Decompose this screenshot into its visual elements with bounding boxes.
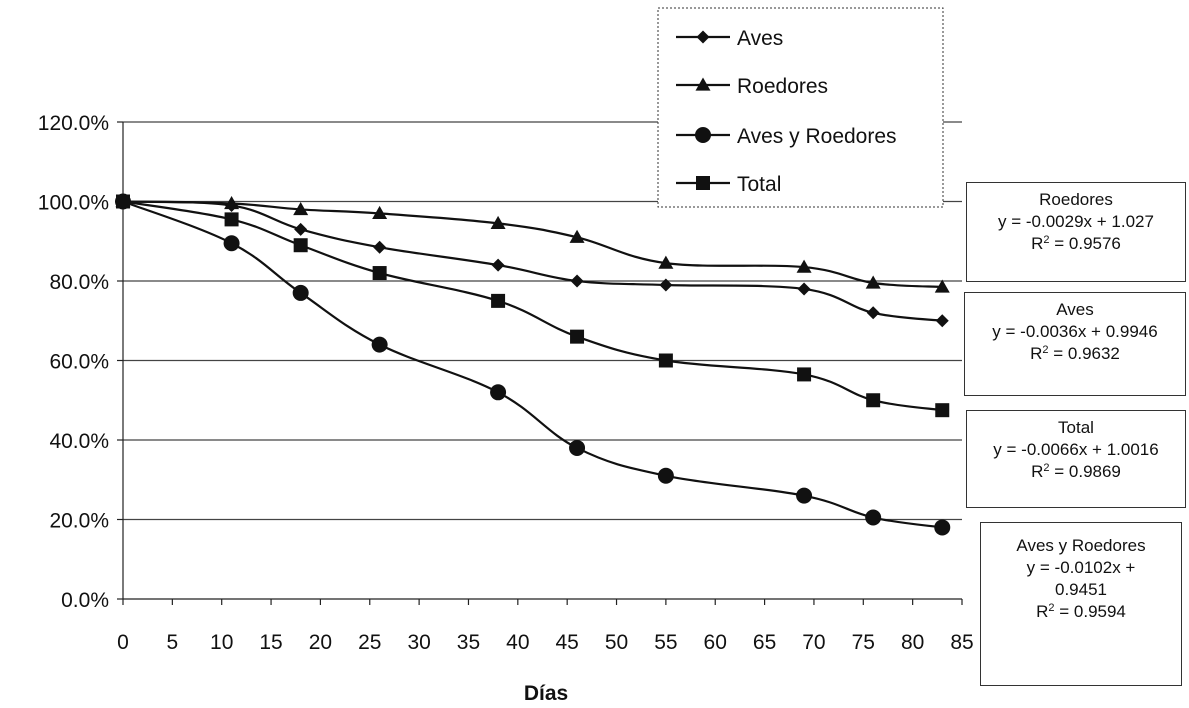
point-roedores [934,279,950,293]
y-tick-label: 40.0% [49,430,109,453]
series-markers [115,193,951,536]
point-roedores [658,255,674,269]
point-aves [797,282,811,296]
point-aves [373,240,387,254]
point-aves [866,306,880,320]
trendline-r2: R2 = 0.9576 [1031,234,1121,253]
trendline-title: Aves y Roedores [1016,536,1146,555]
trendline-r2: R2 = 0.9632 [1030,344,1120,363]
series-line-total [122,200,943,412]
trendline-equation-cont: 0.9451 [1055,580,1107,599]
trendline-equation: y = -0.0036x + 0.9946 [992,322,1158,341]
trendline-box-roedores: Roedores y = -0.0029x + 1.027 R2 = 0.957… [966,182,1186,282]
trendline-equation: y = -0.0029x + 1.027 [998,212,1154,231]
point-aves-y-roedores [934,519,951,536]
y-tick-label: 20.0% [49,510,109,533]
trendline-r2: R2 = 0.9869 [1031,462,1121,481]
legend-label-total: Total [737,173,781,196]
point-total [570,329,585,344]
point-aves [570,274,584,288]
y-tick-label: 100.0% [38,192,109,215]
point-total [293,238,308,253]
point-roedores [372,205,388,220]
x-tick-label: 5 [167,631,179,654]
x-tick-label: 25 [358,631,381,654]
series-lines [122,200,943,529]
point-roedores [224,195,240,210]
trendline-box-total: Total y = -0.0066x + 1.0016 R2 = 0.9869 [966,410,1186,508]
x-tick-label: 10 [210,631,233,654]
point-aves [659,278,673,292]
x-tick-label: 85 [950,631,973,654]
legend-label-aves-y-roedores: Aves y Roedores [737,125,897,148]
point-total [935,403,950,418]
point-total [797,367,812,382]
x-tick-label: 45 [555,631,578,654]
y-tick-label: 120.0% [38,112,109,135]
x-tick-label: 80 [901,631,924,654]
point-total [116,194,130,209]
legend-label-aves: Aves [737,27,783,50]
trendline-title: Roedores [1039,190,1113,209]
trendline-equation: y = -0.0066x + 1.0016 [993,440,1159,459]
legend-marker-aves-y-roedores [695,127,711,143]
y-tick-label: 80.0% [49,271,109,294]
x-tick-label: 35 [457,631,480,654]
point-aves [935,314,949,328]
point-roedores [865,275,881,289]
x-tick-label: 15 [259,631,282,654]
point-total [658,353,673,368]
point-roedores [490,215,506,229]
series-line-aves [122,200,943,322]
series-line-aves-y-roedores [122,200,943,529]
point-roedores [796,259,812,273]
legend-marker-roedores [695,77,711,91]
point-aves-y-roedores [223,235,240,252]
x-tick-label: 60 [704,631,727,654]
trendline-box-aves-y-roedores: Aves y Roedores y = -0.0102x + 0.9451 R2… [980,522,1182,686]
point-total [491,293,506,308]
gridlines [123,121,962,521]
point-aves [491,258,505,272]
point-total [866,393,881,408]
legend-label-roedores: Roedores [737,75,828,98]
point-aves-y-roedores [292,284,309,301]
legend-marker-aves [696,30,710,44]
legend: Aves Roedores Aves y Roedores Total [657,7,944,208]
trendline-box-aves: Aves y = -0.0036x + 0.9946 R2 = 0.9632 [964,292,1186,396]
point-roedores [569,229,585,243]
x-axis-label: Días [524,682,568,705]
trendline-title: Total [1058,418,1094,437]
x-tick-label: 0 [117,631,129,654]
point-aves-y-roedores [865,509,882,526]
legend-box [657,7,944,208]
x-tick-label: 40 [506,631,529,654]
x-tick-label: 65 [753,631,776,654]
y-tick-labels: 0.0% 20.0% 40.0% 60.0% 80.0% 100.0% 120.0% [38,112,109,612]
point-total [372,266,387,281]
point-aves-y-roedores [371,336,388,353]
point-aves-y-roedores [490,384,507,401]
point-roedores [293,201,309,216]
series-line-roedores [122,200,943,289]
point-aves [294,222,308,236]
x-tick-labels: 0 5 10 15 20 25 30 35 40 45 50 55 60 65 70 75 80 85 [117,631,974,654]
y-tick-label: 60.0% [49,351,109,374]
trendline-title: Aves [1056,300,1094,319]
point-total [224,212,239,227]
x-tick-label: 55 [654,631,677,654]
x-tick-label: 75 [852,631,875,654]
point-aves-y-roedores [657,467,674,484]
y-tick-label: 0.0% [61,589,109,612]
x-tick-label: 70 [802,631,825,654]
point-aves-y-roedores [569,439,586,456]
x-tick-label: 20 [309,631,332,654]
x-tick-label: 30 [407,631,430,654]
trendline-r2: R2 = 0.9594 [1036,602,1126,621]
legend-marker-total [696,176,710,190]
trendline-equation: y = -0.0102x + [1026,558,1136,577]
x-tick-label: 50 [605,631,628,654]
point-aves-y-roedores [796,487,813,504]
